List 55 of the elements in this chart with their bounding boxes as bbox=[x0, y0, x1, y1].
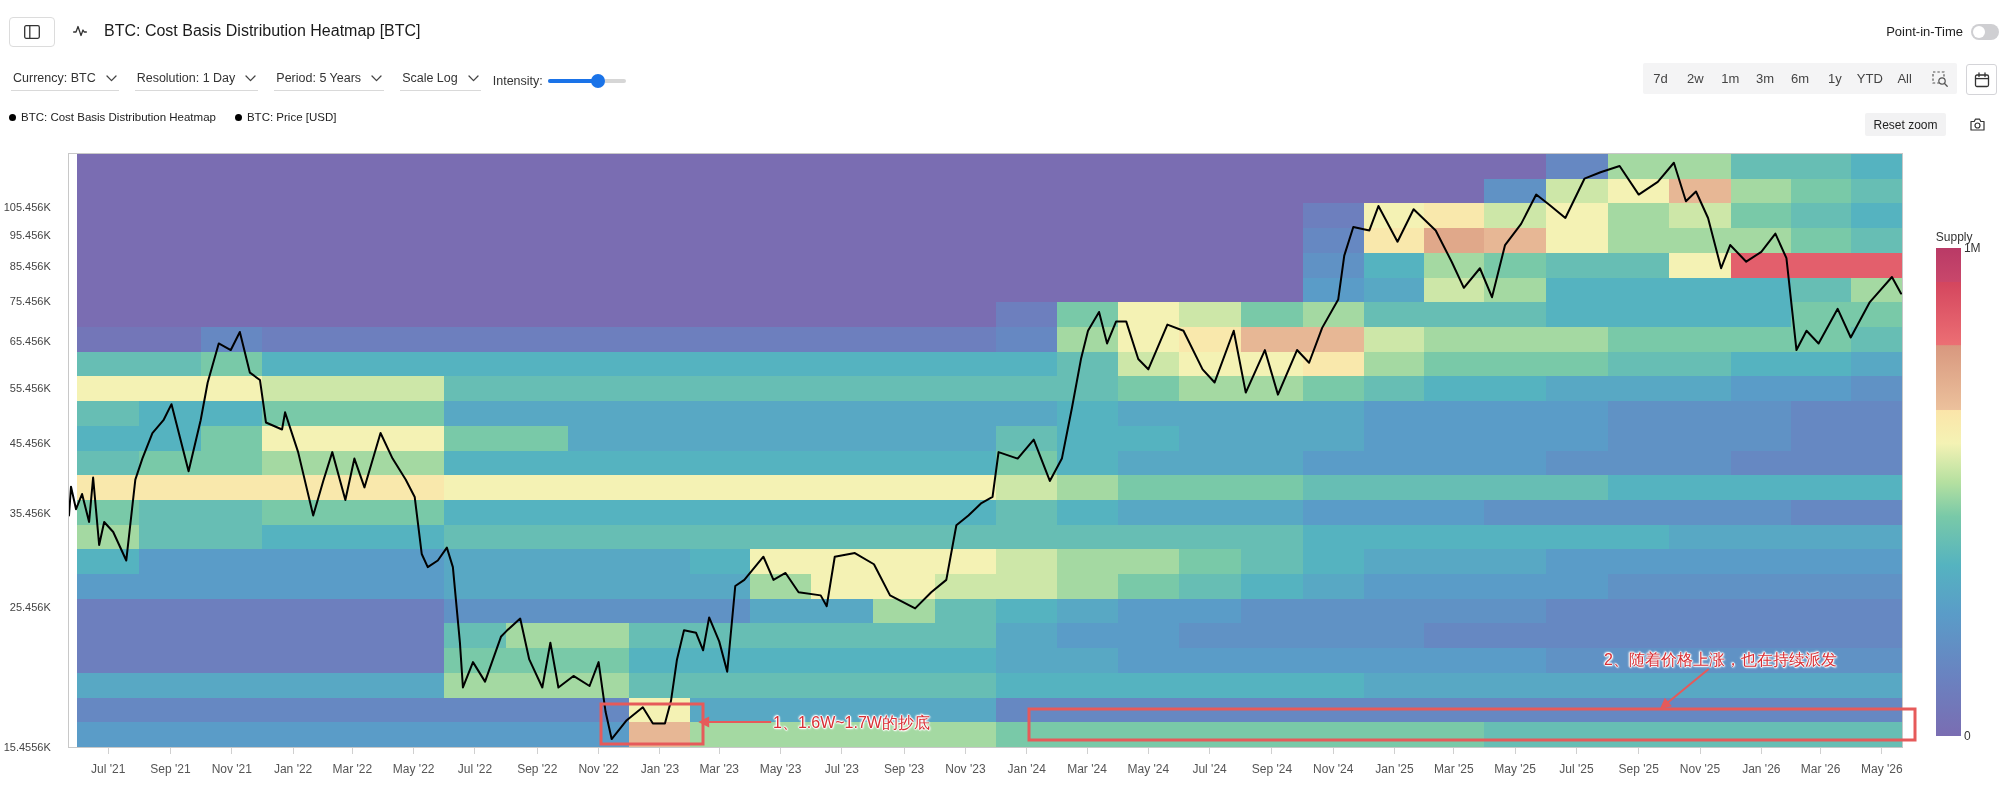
text: Intensity: bbox=[492, 74, 543, 88]
y-tick-label: 85.456K bbox=[9, 259, 52, 272]
x-tick-label: Sep '25 bbox=[1618, 762, 1660, 777]
x-tick-label: Jan '22 bbox=[273, 762, 313, 777]
x-tick-label: Sep '21 bbox=[150, 762, 191, 777]
x-tick-label: Mar '26 bbox=[1800, 762, 1841, 777]
x-tick-label: May '22 bbox=[392, 762, 435, 777]
x-tick-label: Nov '25 bbox=[1679, 762, 1721, 777]
x-tick-label: May '25 bbox=[1494, 762, 1537, 777]
y-tick-label: 105.456K bbox=[3, 200, 52, 213]
annotation: 2、随着价格上涨，也在持续派发 bbox=[1604, 651, 1837, 668]
x-tick-label: Sep '24 bbox=[1251, 762, 1293, 777]
text: BTC: Cost Basis Distribution Heatmap bbox=[21, 111, 216, 123]
x-tick-label: Nov '22 bbox=[578, 762, 620, 777]
x-tick-label: Jul '22 bbox=[457, 762, 493, 777]
y-tick-label: 75.456K bbox=[9, 294, 52, 307]
y-tick-label: 45.456K bbox=[9, 437, 52, 450]
x-tick-label: Jan '25 bbox=[1375, 762, 1414, 777]
dropdown: Scale Log bbox=[400, 71, 481, 91]
color-bar-label: 0 bbox=[1963, 729, 1971, 744]
x-tick-label: Nov '21 bbox=[211, 762, 253, 777]
y-tick-label: 95.456K bbox=[9, 228, 52, 241]
y-tick-label: 65.456K bbox=[9, 334, 52, 347]
x-tick-label: Jul '23 bbox=[824, 762, 860, 777]
x-tick-label: Mar '23 bbox=[699, 762, 740, 777]
y-tick-label: 35.456K bbox=[9, 507, 52, 520]
x-tick-label: Mar '25 bbox=[1433, 762, 1474, 777]
x-tick-label: Jul '25 bbox=[1559, 762, 1594, 777]
legend-label: BTC: Price [USD] bbox=[246, 111, 337, 123]
x-tick-label: Mar '24 bbox=[1067, 762, 1108, 777]
text: Point-in-Time bbox=[1886, 24, 1963, 40]
x-tick-label: May '24 bbox=[1127, 762, 1170, 777]
x-tick-label: Jan '23 bbox=[640, 762, 680, 777]
x-tick-label: Jan '24 bbox=[1007, 762, 1047, 777]
x-tick-label: Jul '24 bbox=[1192, 762, 1228, 777]
x-tick-label: May '23 bbox=[759, 762, 802, 777]
annotation: 1、1.6W~1.7W的抄底 bbox=[773, 714, 930, 731]
color-bar-title: Supply bbox=[1935, 230, 1973, 245]
y-tick-label: 15.4556K bbox=[3, 740, 52, 753]
chart-title: BTC: Cost Basis Distribution Heatmap [BTC] bbox=[104, 21, 421, 41]
button-group: 7d 2w 1m 3m 6m 1y YTD All bbox=[1643, 63, 1957, 94]
dropdown: Currency: BTC bbox=[11, 71, 119, 91]
x-tick-label: Jul '21 bbox=[91, 762, 126, 777]
button: Reset zoom bbox=[1865, 113, 1946, 136]
y-tick-label: 55.456K bbox=[9, 381, 52, 394]
x-tick-label: Nov '23 bbox=[945, 762, 986, 777]
dropdown: Resolution: 1 Day bbox=[134, 71, 259, 91]
dropdown: Period: 5 Years bbox=[274, 71, 385, 91]
x-tick-label: Jan '26 bbox=[1742, 762, 1781, 777]
x-tick-label: Sep '23 bbox=[883, 762, 925, 777]
x-tick-label: Nov '24 bbox=[1313, 762, 1354, 777]
x-tick-label: Sep '22 bbox=[517, 762, 558, 777]
y-tick-label: 25.456K bbox=[9, 600, 52, 613]
x-tick-label: May '26 bbox=[1861, 762, 1904, 777]
x-tick-label: Mar '22 bbox=[332, 762, 373, 777]
